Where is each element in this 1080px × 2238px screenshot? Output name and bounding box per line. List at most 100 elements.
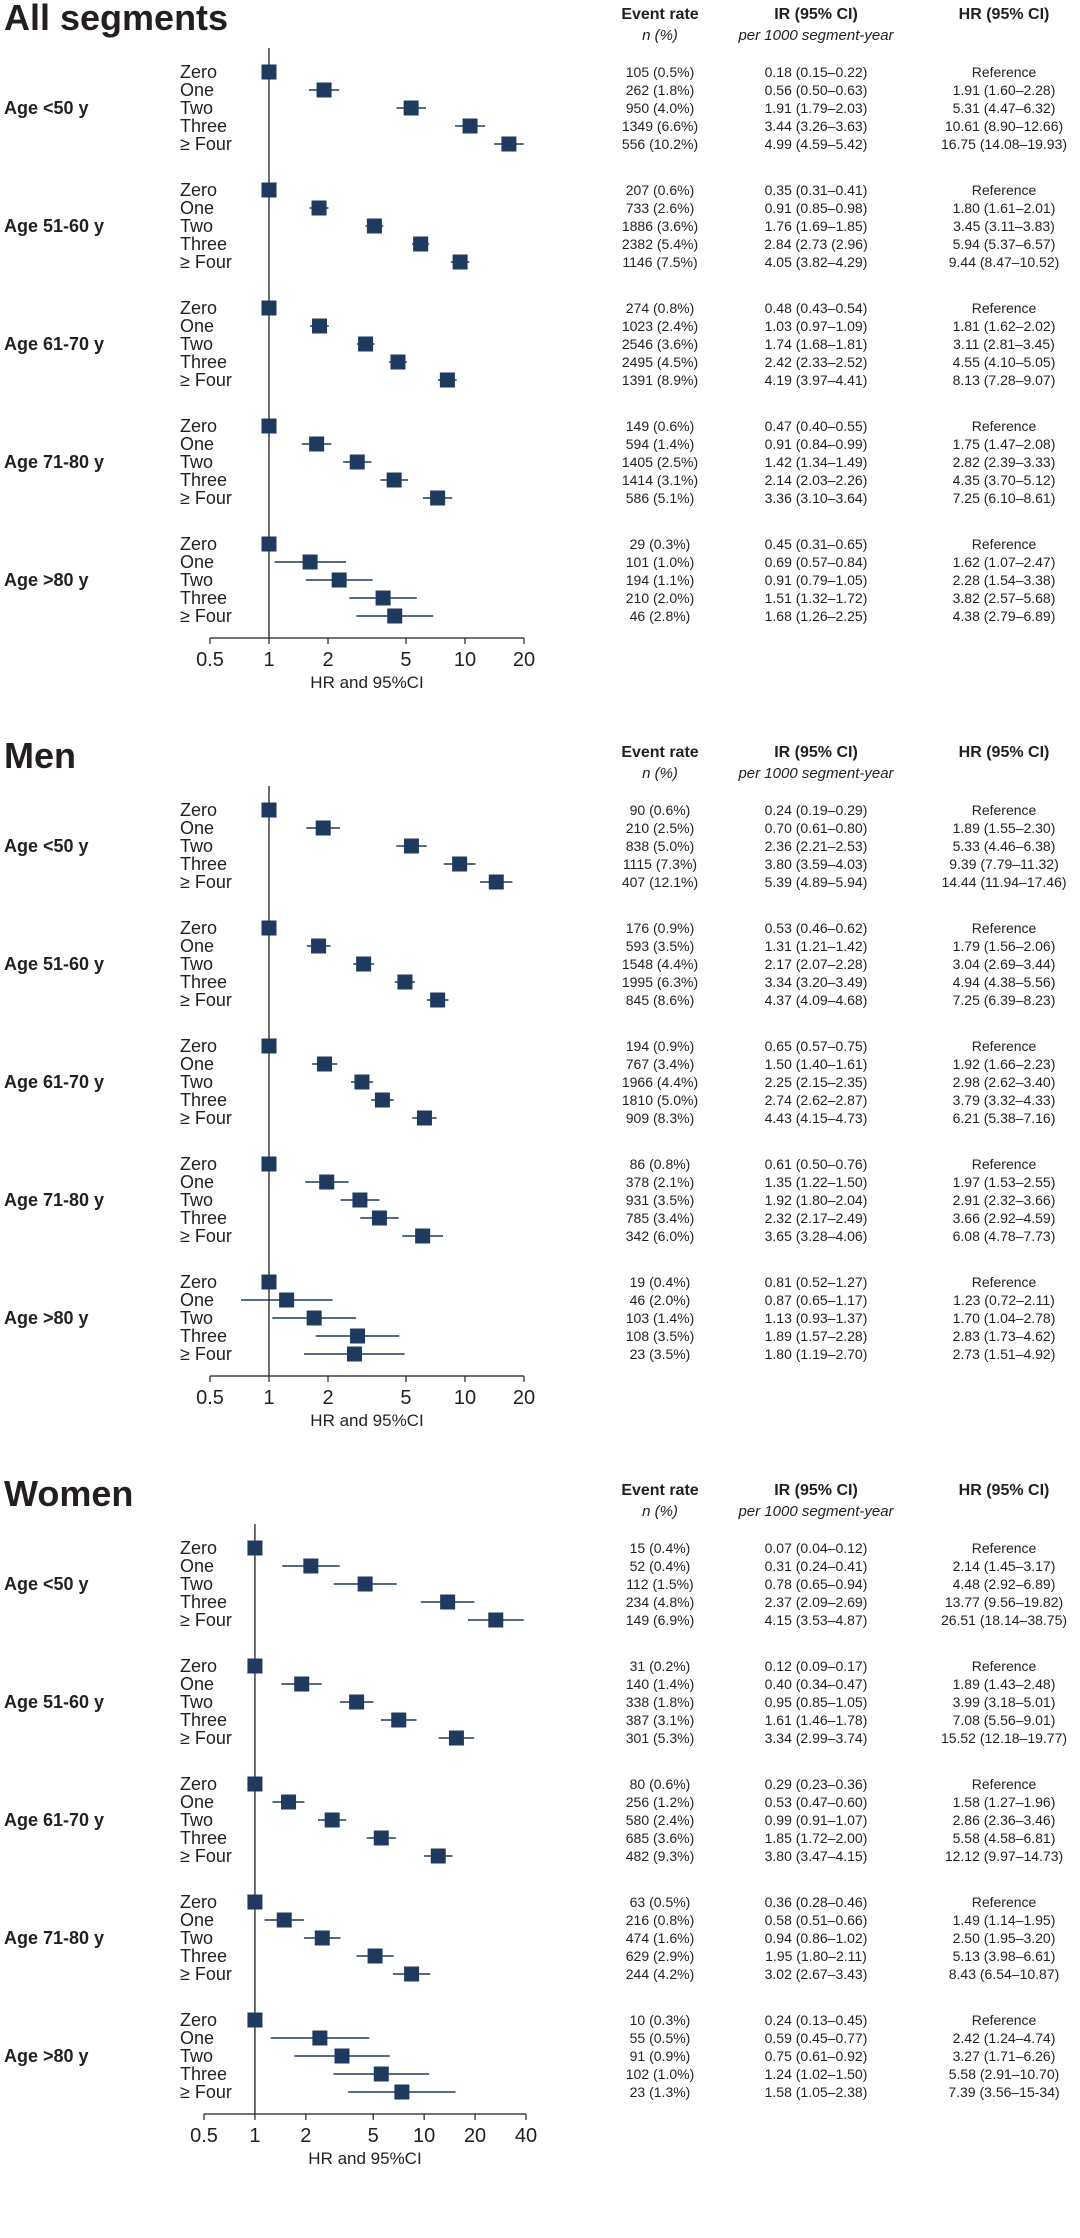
ir-value: 0.99 (0.91–1.07) (765, 1812, 868, 1828)
age-group-label: Age <50 y (4, 836, 89, 856)
hr-point-marker (367, 1948, 383, 1964)
ir-value: 1.35 (1.22–1.50) (765, 1174, 868, 1190)
event-rate-value: 1023 (2.4%) (622, 318, 698, 334)
ir-value: 1.58 (1.05–2.38) (765, 2084, 868, 2100)
ir-value: 5.39 (4.89–5.94) (765, 874, 868, 890)
ir-value: 3.80 (3.59–4.03) (765, 856, 868, 872)
hr-point-marker (430, 992, 446, 1008)
ir-value: 0.61 (0.50–0.76) (765, 1156, 868, 1172)
category-label: ≥ Four (180, 1846, 232, 1866)
x-axis-tick-label: 2 (322, 1387, 333, 1409)
hr-value: 4.55 (4.10–5.05) (953, 354, 1056, 370)
hr-value: Reference (972, 1156, 1037, 1172)
hr-value: 5.31 (4.47–6.32) (953, 100, 1056, 116)
category-label: Three (180, 854, 227, 874)
hr-point-marker (311, 938, 327, 954)
hr-point-marker (452, 856, 468, 872)
hr-point-marker (391, 1712, 407, 1728)
ir-value: 2.14 (2.03–2.26) (765, 472, 868, 488)
ir-value: 2.37 (2.09–2.69) (765, 1594, 868, 1610)
hr-value: 3.11 (2.81–3.45) (953, 336, 1055, 352)
hr-point-marker (394, 2084, 410, 2100)
hr-point-marker (488, 1612, 504, 1628)
hr-point-marker (261, 536, 277, 552)
age-group-label: Age 61-70 y (4, 1072, 104, 1092)
hr-point-marker (349, 454, 365, 470)
category-label: Two (180, 1928, 213, 1948)
event-rate-value: 1349 (6.6%) (622, 118, 698, 134)
event-rate-value: 1548 (4.4%) (622, 956, 698, 972)
event-rate-value: 101 (1.0%) (626, 554, 694, 570)
ir-value: 0.07 (0.04–0.12) (765, 1540, 868, 1556)
ir-subheader: per 1000 segment-year (737, 27, 894, 44)
hr-value: 1.23 (0.72–2.11) (953, 1292, 1055, 1308)
ir-value: 0.12 (0.09–0.17) (765, 1658, 868, 1674)
event-rate-header: Event rate (621, 1482, 698, 1499)
category-label: Three (180, 116, 227, 136)
event-rate-value: 176 (0.9%) (626, 920, 694, 936)
event-rate-value: 80 (0.6%) (630, 1776, 691, 1792)
event-rate-value: 1115 (7.3%) (623, 856, 697, 872)
hr-point-marker (261, 1156, 277, 1172)
hr-point-marker (387, 608, 403, 624)
x-axis-tick-label: 0.5 (196, 649, 224, 671)
x-axis-tick-label: 20 (513, 1387, 535, 1409)
hr-point-marker (261, 418, 277, 434)
category-label: Two (180, 334, 213, 354)
ir-value: 4.19 (3.97–4.41) (765, 372, 868, 388)
category-label: One (180, 936, 214, 956)
hr-point-marker (386, 472, 402, 488)
hr-value: 5.94 (5.37–6.57) (953, 236, 1056, 252)
ir-value: 3.36 (3.10–3.64) (765, 490, 868, 506)
ir-value: 1.74 (1.68–1.81) (765, 336, 868, 352)
hr-value: Reference (972, 300, 1037, 316)
hr-point-marker (261, 300, 277, 316)
ir-header: IR (95% CI) (774, 6, 858, 23)
x-axis-tick-label: 2 (322, 649, 333, 671)
event-rate-value: 23 (1.3%) (630, 2084, 691, 2100)
event-rate-value: 785 (3.4%) (626, 1210, 694, 1226)
hr-value: 3.04 (2.69–3.44) (953, 956, 1056, 972)
hr-value: 10.61 (8.90–12.66) (945, 118, 1063, 134)
hr-value: 9.44 (8.47–10.52) (949, 254, 1060, 270)
ir-value: 1.50 (1.40–1.61) (765, 1056, 868, 1072)
hr-point-marker (312, 2030, 328, 2046)
hr-value: 1.75 (1.47–2.08) (953, 436, 1056, 452)
hr-point-marker (390, 354, 406, 370)
hr-value: 1.70 (1.04–2.78) (953, 1310, 1056, 1326)
category-label: Three (180, 1710, 227, 1730)
hr-value: Reference (972, 536, 1037, 552)
hr-point-marker (371, 1210, 387, 1226)
category-label: Three (180, 1208, 227, 1228)
event-rate-value: 274 (0.8%) (626, 300, 694, 316)
hr-value: 26.51 (18.14–38.75) (941, 1612, 1067, 1628)
ir-value: 1.85 (1.72–2.00) (765, 1830, 868, 1846)
event-rate-value: 194 (0.9%) (626, 1038, 694, 1054)
event-rate-header: Event rate (621, 744, 698, 761)
category-label: Zero (180, 1656, 217, 1676)
hr-value: 3.79 (3.32–4.33) (953, 1092, 1056, 1108)
event-rate-value: 234 (4.8%) (626, 1594, 694, 1610)
category-label: One (180, 80, 214, 100)
event-rate-value: 338 (1.8%) (626, 1694, 694, 1710)
hr-point-marker (415, 1228, 431, 1244)
event-rate-value: 594 (1.4%) (626, 436, 694, 452)
hr-header: HR (95% CI) (959, 1482, 1050, 1499)
hr-point-marker (316, 82, 332, 98)
hr-point-marker (448, 1730, 464, 1746)
x-axis-tick-label: 20 (464, 2125, 486, 2147)
category-label: Zero (180, 800, 217, 820)
event-rate-value: 149 (6.9%) (626, 1612, 694, 1628)
event-rate-value: 1391 (8.9%) (622, 372, 698, 388)
x-axis-tick-label: 20 (513, 649, 535, 671)
event-rate-value: 46 (2.0%) (630, 1292, 691, 1308)
hr-value: 2.14 (1.45–3.17) (953, 1558, 1056, 1574)
category-label: Zero (180, 1892, 217, 1912)
hr-point-marker (349, 1694, 365, 1710)
ir-value: 3.34 (2.99–3.74) (765, 1730, 868, 1746)
ir-value: 0.24 (0.19–0.29) (765, 802, 868, 818)
hr-point-marker (247, 1894, 263, 1910)
ir-value: 0.70 (0.61–0.80) (765, 820, 868, 836)
hr-point-marker (358, 336, 374, 352)
category-label: ≥ Four (180, 134, 232, 154)
